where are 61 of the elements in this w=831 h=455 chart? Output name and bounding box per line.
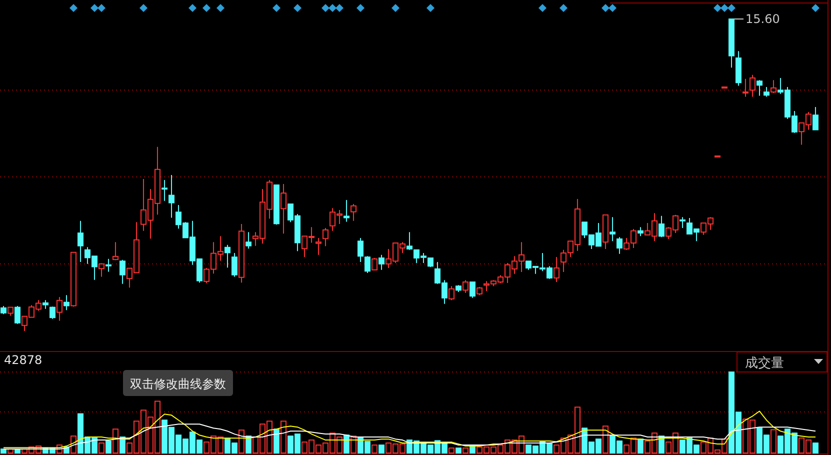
candlestick [658, 215, 664, 238]
candlestick [378, 254, 384, 270]
candlestick [316, 238, 322, 256]
candlestick [246, 232, 252, 250]
annotation: 15.60 [746, 12, 780, 26]
bar [602, 426, 608, 454]
bar [470, 446, 476, 454]
candlestick [470, 282, 476, 298]
bar [238, 430, 244, 454]
candlestick [462, 280, 468, 294]
candlestick [56, 296, 62, 322]
bar [462, 448, 468, 454]
annotation: 双击修改曲线参数 [130, 377, 226, 391]
candlestick [680, 216, 686, 229]
candlestick [64, 294, 70, 311]
candlestick [112, 242, 118, 261]
candlestick [280, 184, 286, 234]
candlestick [14, 306, 20, 324]
candlestick [364, 256, 370, 274]
candlestick [50, 306, 56, 320]
candlestick [358, 238, 364, 263]
candlestick [756, 80, 762, 96]
candlestick [610, 216, 616, 242]
candlestick [350, 204, 356, 222]
bar [372, 444, 378, 454]
bar [280, 420, 286, 454]
candlestick [764, 86, 770, 98]
candlestick [162, 179, 168, 202]
bar [378, 444, 384, 454]
candlestick [616, 236, 622, 254]
candlestick [742, 78, 748, 98]
bar [106, 440, 112, 454]
candlestick [812, 106, 818, 130]
bar [98, 442, 104, 454]
text: 42878 [4, 353, 42, 367]
candlestick [344, 199, 350, 222]
candlestick [322, 228, 328, 247]
chart-title: 成交量 [745, 355, 784, 371]
candlestick [232, 252, 238, 278]
candlestick [448, 286, 454, 301]
candlestick [224, 244, 230, 268]
candlestick [638, 226, 644, 237]
candlestick [554, 256, 560, 283]
candlestick [120, 259, 126, 284]
candlestick [106, 258, 112, 272]
candlestick [98, 262, 104, 278]
bar [812, 442, 818, 454]
bar [448, 448, 454, 454]
bar [770, 429, 776, 454]
bar [0, 448, 6, 454]
candlestick [78, 220, 84, 263]
bar [112, 428, 118, 454]
bar [638, 438, 644, 454]
candlestick [372, 257, 378, 270]
bar [344, 434, 350, 454]
candlestick [168, 174, 174, 218]
candlestick [770, 80, 776, 94]
bar [456, 448, 462, 454]
candlestick [750, 74, 756, 98]
candlestick [406, 232, 412, 250]
bar [274, 428, 280, 454]
